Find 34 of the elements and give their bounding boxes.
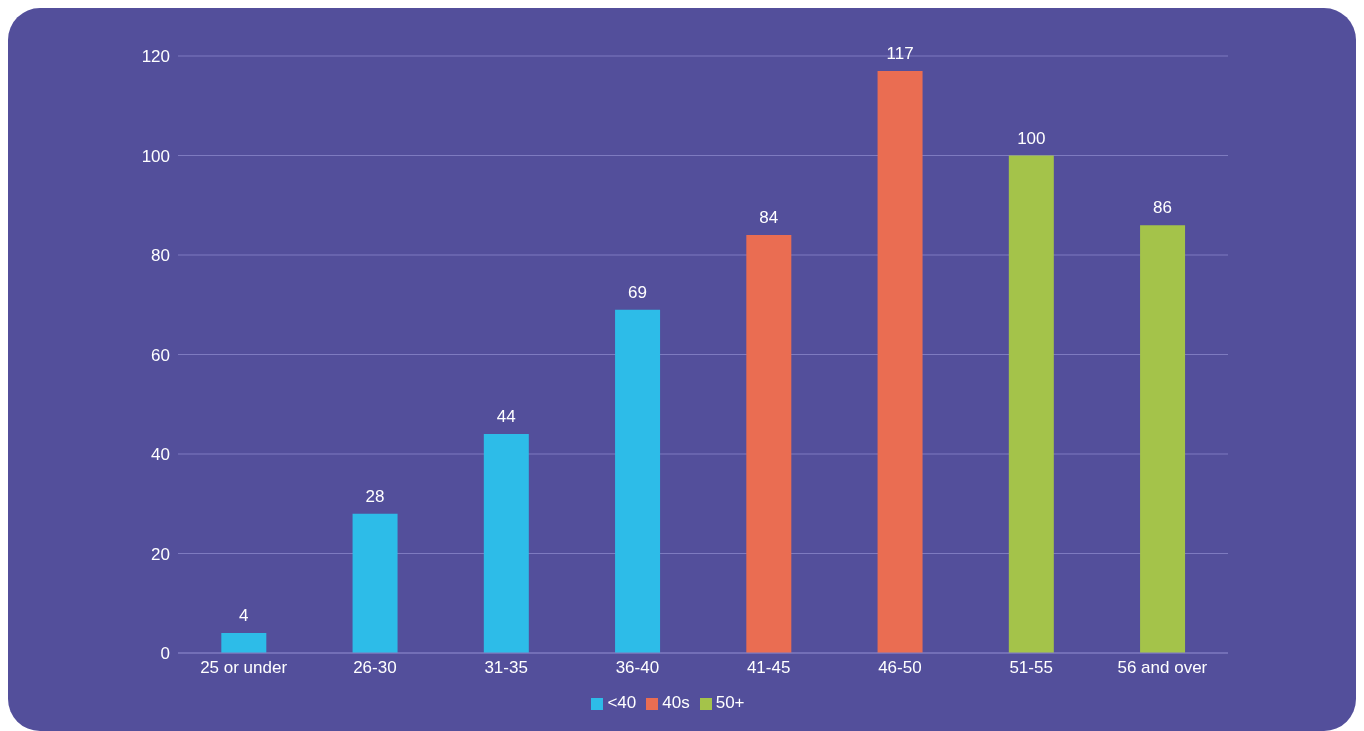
x-tick-label: 41-45	[746, 658, 791, 678]
y-tick-label: 0	[160, 644, 170, 664]
y-tick-label: 60	[151, 345, 170, 365]
x-tick-label: 46-50	[878, 658, 922, 678]
data-label: 117	[886, 43, 914, 63]
x-tick-label: 36-40	[615, 658, 660, 678]
data-label: 69	[628, 282, 648, 302]
x-tick-label: 26-30	[353, 658, 397, 678]
bar	[352, 513, 398, 653]
bar	[221, 633, 267, 653]
bar	[877, 70, 923, 653]
data-label: 44	[496, 407, 516, 427]
data-label: 100	[1017, 128, 1046, 148]
y-tick-label: 20	[151, 544, 170, 564]
data-label: 86	[1153, 198, 1173, 218]
data-label: 4	[239, 606, 249, 626]
bar	[483, 434, 529, 653]
x-tick-label: 31-35	[484, 658, 528, 678]
data-label: 28	[365, 486, 385, 506]
legend-label: <40	[607, 693, 637, 712]
bar	[1140, 225, 1186, 653]
bar	[746, 235, 792, 653]
y-tick-label: 120	[141, 47, 170, 67]
y-tick-label: 80	[151, 246, 170, 266]
legend-label: 40s	[662, 693, 690, 712]
y-tick-label: 40	[151, 445, 170, 465]
x-tick-label: 25 or under	[200, 658, 288, 678]
bar	[1008, 155, 1054, 653]
bar	[615, 309, 661, 653]
y-tick-label: 100	[141, 146, 170, 166]
data-label: 84	[759, 208, 779, 228]
x-tick-label: 51-55	[1009, 658, 1053, 678]
legend-label: 50+	[715, 693, 745, 712]
x-tick-label: 56 and over	[1117, 658, 1208, 678]
